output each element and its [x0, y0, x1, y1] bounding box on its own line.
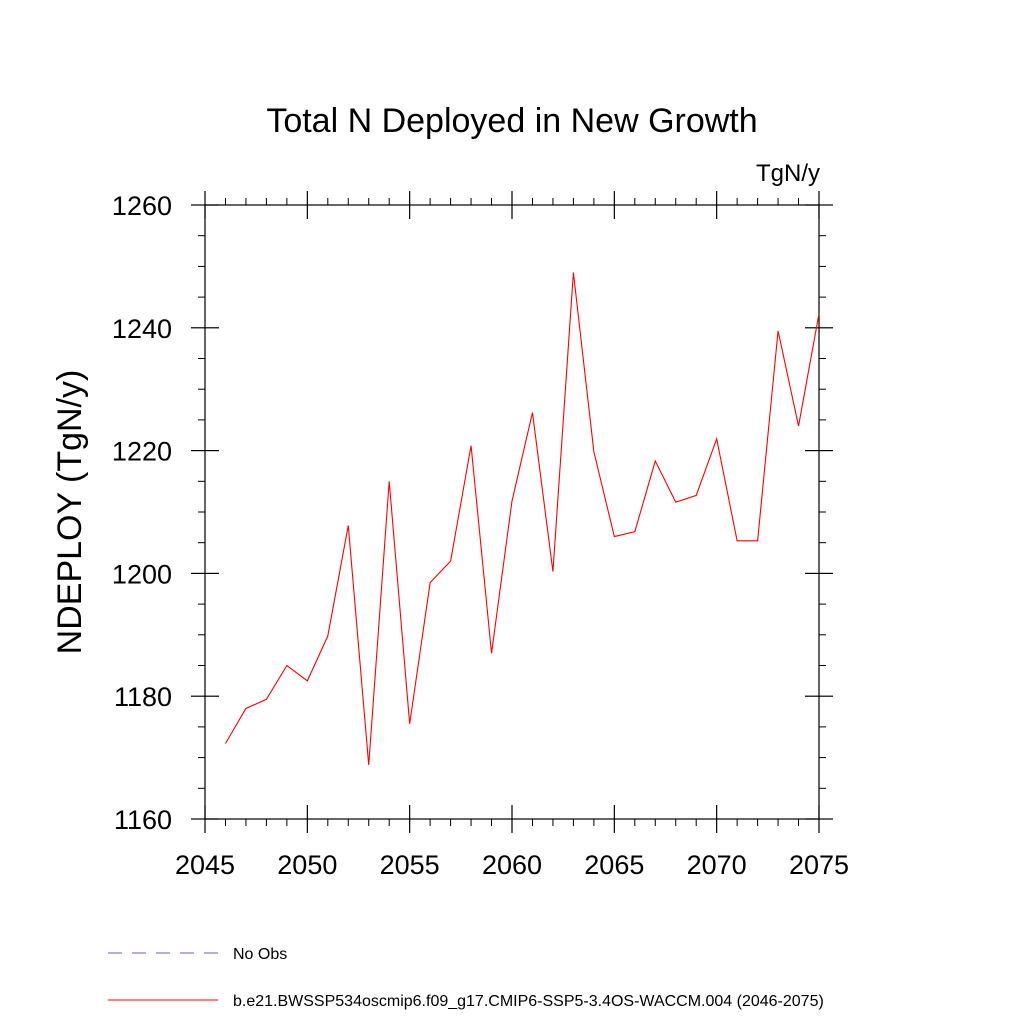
x-tick-label: 2050	[277, 850, 337, 880]
series-line	[224, 272, 820, 766]
y-tick-label: 1260	[112, 191, 172, 221]
x-tick-label: 2075	[789, 850, 849, 880]
x-tick-label: 2060	[482, 850, 542, 880]
y-tick-label: 1160	[114, 805, 172, 835]
y-tick-label: 1200	[112, 559, 172, 589]
legend-label: No Obs	[233, 946, 287, 963]
x-tick-label: 2065	[584, 850, 644, 880]
series-layer	[224, 272, 820, 766]
axis-ticks	[191, 191, 833, 833]
plot-frame	[204, 204, 820, 820]
legend-label: b.e21.BWSSP534oscmip6.f09_g17.CMIP6-SSP5…	[233, 993, 824, 1010]
chart-title: Total N Deployed in New Growth	[266, 102, 757, 140]
legend: No Obs b.e21.BWSSP534oscmip6.f09_g17.CMIP…	[108, 946, 824, 1010]
y-axis-label: NDEPLOY (TgN/y)	[51, 370, 89, 655]
y-tick-label: 1240	[112, 314, 172, 344]
axis-tick-labels: 2045 2050 2055 2060 2065 2070 2075 1160 1180 1200…	[112, 191, 849, 880]
x-tick-label: 2045	[175, 850, 235, 880]
y-tick-label: 1180	[114, 682, 172, 712]
y-tick-label: 1220	[112, 437, 172, 467]
x-tick-label: 2055	[380, 850, 440, 880]
units-label: TgN/y	[756, 160, 820, 187]
x-tick-label: 2070	[687, 850, 747, 880]
